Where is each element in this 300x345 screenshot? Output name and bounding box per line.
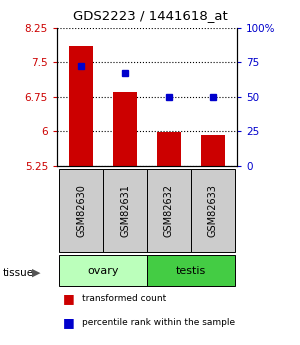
Bar [191, 169, 235, 252]
Text: GDS2223 / 1441618_at: GDS2223 / 1441618_at [73, 9, 227, 22]
Text: GSM82632: GSM82632 [164, 184, 174, 237]
Bar [69, 46, 93, 166]
Text: GSM82633: GSM82633 [208, 184, 218, 237]
Bar [147, 169, 191, 252]
Text: GSM82630: GSM82630 [76, 184, 86, 237]
Text: ovary: ovary [87, 266, 119, 276]
Text: transformed count: transformed count [82, 294, 167, 303]
Text: ▶: ▶ [32, 268, 40, 277]
Bar [157, 132, 181, 166]
Bar [147, 255, 235, 286]
Text: ■: ■ [63, 316, 75, 329]
Text: GSM82631: GSM82631 [120, 184, 130, 237]
Text: ■: ■ [63, 292, 75, 305]
Bar [103, 169, 147, 252]
Bar [59, 169, 103, 252]
Bar [113, 92, 137, 166]
Bar [201, 135, 225, 166]
Text: percentile rank within the sample: percentile rank within the sample [82, 318, 236, 327]
Text: tissue: tissue [3, 268, 34, 277]
Text: testis: testis [176, 266, 206, 276]
Bar [59, 255, 147, 286]
